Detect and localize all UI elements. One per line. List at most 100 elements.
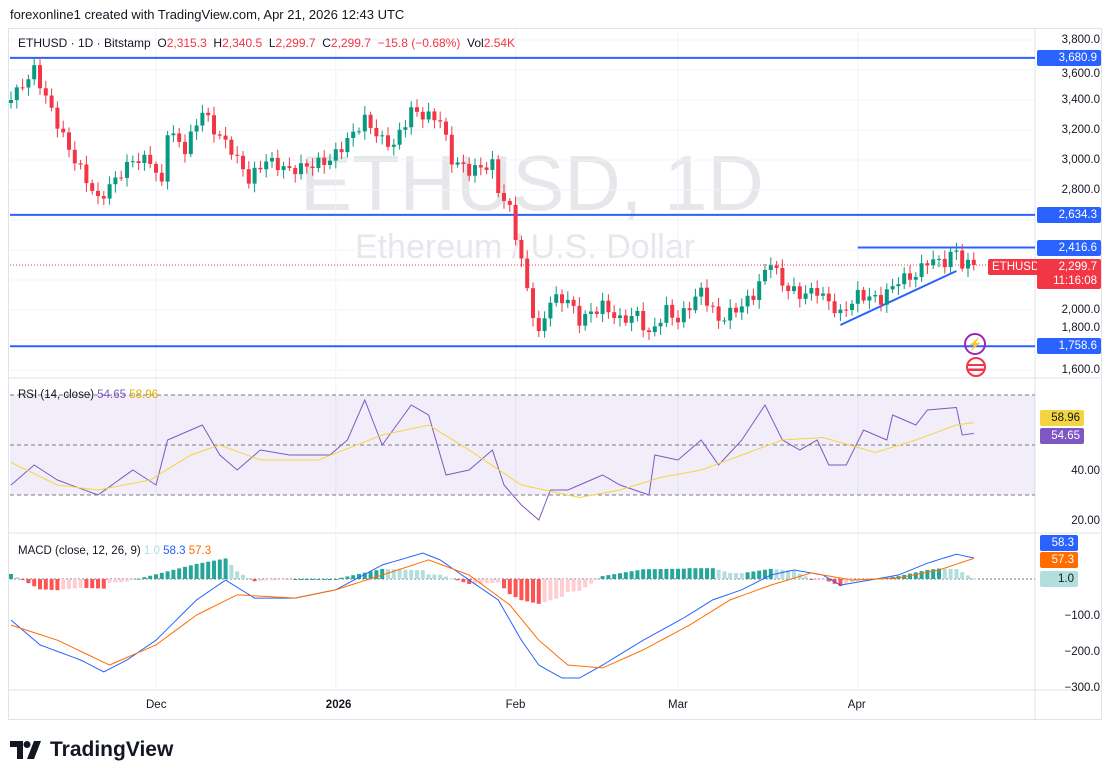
chart-credit: forexonline1 created with TradingView.co… — [10, 7, 405, 22]
macd-histogram-bar — [478, 579, 483, 584]
macd-histogram-bar — [310, 579, 315, 580]
macd-histogram-bar — [757, 570, 762, 579]
macd-histogram-bar — [67, 579, 71, 589]
candle-body — [148, 154, 153, 164]
macd-histogram-bar — [693, 568, 698, 579]
candle-body — [61, 128, 66, 133]
candle-body — [496, 159, 501, 194]
macd-histogram-bar — [560, 579, 564, 597]
candle-body — [751, 295, 756, 301]
candle-body — [328, 160, 332, 165]
candle-body — [223, 135, 228, 140]
macd-histogram-bar — [571, 579, 576, 592]
candle-body — [600, 300, 605, 314]
macd-histogram-bar — [293, 579, 298, 580]
macd-histogram-bar — [554, 579, 559, 599]
macd-histogram-bar — [345, 576, 350, 579]
macd-signal-value: 57.3 — [188, 545, 212, 557]
macd-histogram-bar — [426, 574, 431, 579]
macd-histogram-bar — [72, 579, 77, 589]
macd-histogram-bar — [403, 569, 408, 579]
candle-body — [72, 149, 77, 164]
macd-histogram-bar — [751, 571, 756, 579]
candle-body — [664, 304, 669, 323]
tradingview-logo[interactable]: TradingView — [10, 738, 173, 762]
candle-body — [809, 288, 814, 294]
macd-histogram-bar — [101, 579, 106, 589]
candle-body — [43, 88, 48, 96]
candle-body — [525, 258, 530, 289]
macd-histogram-bar — [449, 578, 454, 580]
rsi-legend[interactable]: RSI (14, close) 54.65 58.96 — [18, 389, 158, 401]
candle-body — [826, 293, 831, 302]
candle-body — [125, 161, 129, 178]
macd-histogram-bar — [838, 579, 843, 587]
brand-name: TradingView — [50, 738, 174, 761]
candle-body — [275, 157, 280, 171]
macd-histogram-bar — [409, 569, 414, 579]
candle-body — [310, 166, 315, 169]
macd-histogram-bar — [600, 576, 605, 579]
rsi-title: RSI (14, close) — [18, 389, 95, 401]
macd-histogram-bar — [786, 570, 791, 579]
candle-body — [867, 296, 872, 301]
macd-line-value: 58.3 — [163, 545, 186, 557]
open-label: O — [157, 36, 167, 50]
macd-histogram-bar — [652, 569, 657, 579]
candle-body — [542, 318, 547, 332]
macd-histogram-bar — [966, 575, 970, 579]
symbol-info[interactable]: ETHUSD · 1D · Bitstamp — [18, 36, 151, 50]
candle-body — [722, 320, 727, 322]
macd-histogram-bar — [606, 575, 611, 579]
candle-body — [55, 107, 60, 129]
candle-body — [119, 177, 124, 179]
macd-histogram-bar — [206, 561, 211, 579]
macd-line-label: 58.3 — [1040, 535, 1078, 551]
macd-histogram-bar — [948, 568, 953, 579]
macd-histogram-bar — [710, 568, 715, 579]
macd-legend[interactable]: MACD (close, 12, 26, 9) 1.0 58.3 57.3 — [18, 545, 211, 557]
change-value: −15.8 (−0.68%) — [377, 36, 461, 50]
rsi-axis-40: 40.00 — [1071, 465, 1100, 477]
macd-histogram-bar — [258, 579, 263, 581]
macd-histogram-bar — [130, 579, 135, 581]
candle-body — [333, 149, 338, 161]
candle-body — [188, 131, 193, 155]
macd-histogram-bar — [919, 571, 924, 579]
macd-histogram-bar — [728, 572, 733, 579]
macd-histogram-bar — [229, 564, 234, 579]
price-axis-tick: 3,000.0 — [1061, 154, 1100, 166]
macd-histogram-bar — [954, 568, 959, 579]
candle-body — [513, 204, 518, 240]
candle-body — [589, 311, 593, 314]
macd-histogram-bar — [658, 569, 663, 579]
lightning-event-icon[interactable]: ⚡ — [964, 333, 986, 355]
candle-body — [502, 193, 506, 201]
macd-histogram-bar — [113, 579, 118, 583]
close-label: C — [322, 36, 331, 50]
macd-histogram-bar — [484, 579, 489, 584]
macd-histogram-bar — [815, 579, 820, 580]
ohlc-legend: ETHUSD · 1D · Bitstamp O2,315.3 H2,340.5… — [18, 36, 515, 50]
macd-histogram-bar — [937, 568, 941, 579]
candle-body — [293, 167, 298, 175]
candle-body — [902, 273, 907, 285]
price-axis-tick: 1,600.0 — [1061, 364, 1100, 376]
candle-body — [252, 167, 257, 184]
macd-histogram-bar — [913, 572, 918, 579]
macd-histogram-bar — [159, 572, 164, 579]
candle-body — [432, 111, 437, 121]
macd-histogram-bar — [641, 569, 646, 579]
us-flag-event-icon[interactable] — [966, 357, 986, 377]
macd-histogram-bar — [844, 579, 849, 585]
candle-body — [32, 65, 37, 80]
macd-histogram-bar — [217, 559, 222, 579]
candle-body — [705, 287, 709, 306]
candle-body — [229, 139, 234, 155]
macd-histogram-bar — [531, 579, 535, 603]
candle-body — [641, 310, 646, 331]
candle-body — [397, 129, 402, 145]
macd-histogram-bar — [78, 579, 83, 588]
candle-body — [780, 267, 785, 286]
